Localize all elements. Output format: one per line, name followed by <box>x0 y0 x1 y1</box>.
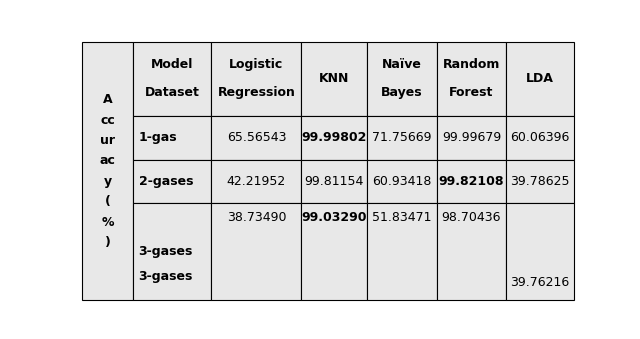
Bar <box>211 203 301 300</box>
Text: 39.76216: 39.76216 <box>510 276 570 289</box>
Text: 98.70436: 98.70436 <box>442 211 501 224</box>
Bar <box>436 42 506 116</box>
Bar <box>301 160 367 203</box>
Bar <box>211 42 301 116</box>
Bar <box>211 116 301 160</box>
Bar <box>367 203 436 300</box>
Text: 60.93418: 60.93418 <box>372 175 431 188</box>
Text: KNN: KNN <box>319 72 349 85</box>
Bar <box>211 160 301 203</box>
Bar <box>132 160 211 203</box>
Text: 3-gases: 3-gases <box>139 271 193 283</box>
Text: 1-gas: 1-gas <box>139 131 177 144</box>
Text: LDA: LDA <box>526 72 554 85</box>
Bar <box>436 203 506 300</box>
Bar <box>367 116 436 160</box>
Bar <box>436 160 506 203</box>
Text: A

cc

ur

ac

y

(

%

): A cc ur ac y ( % ) <box>100 93 115 249</box>
Text: 99.81154: 99.81154 <box>305 175 364 188</box>
Bar <box>132 203 211 300</box>
Text: 65.56543: 65.56543 <box>227 131 286 144</box>
Text: Logistic

Regression: Logistic Regression <box>218 58 296 99</box>
Bar <box>301 203 367 300</box>
Text: 99.99679: 99.99679 <box>442 131 501 144</box>
Text: Model

Dataset: Model Dataset <box>145 58 200 99</box>
Bar <box>83 42 132 300</box>
Text: 60.06396: 60.06396 <box>510 131 570 144</box>
Bar <box>506 160 573 203</box>
Text: 99.03290: 99.03290 <box>301 211 367 224</box>
Bar <box>506 42 573 116</box>
Text: Naïve

Bayes: Naïve Bayes <box>381 58 422 99</box>
Bar <box>301 116 367 160</box>
Bar <box>132 116 211 160</box>
Text: 99.82108: 99.82108 <box>438 175 504 188</box>
Bar <box>132 42 211 116</box>
Text: Random

Forest: Random Forest <box>443 58 500 99</box>
Text: 38.73490: 38.73490 <box>227 211 286 224</box>
Text: 2-gases: 2-gases <box>139 175 193 188</box>
Text: 99.99802: 99.99802 <box>301 131 367 144</box>
Text: 71.75669: 71.75669 <box>372 131 431 144</box>
Text: 39.78625: 39.78625 <box>510 175 570 188</box>
Bar <box>301 42 367 116</box>
Bar <box>367 42 436 116</box>
Bar <box>506 203 573 300</box>
Text: 51.83471: 51.83471 <box>372 211 431 224</box>
Bar <box>367 160 436 203</box>
Text: 3-gases: 3-gases <box>139 245 193 258</box>
Bar <box>436 116 506 160</box>
Text: 42.21952: 42.21952 <box>227 175 286 188</box>
Bar <box>506 116 573 160</box>
